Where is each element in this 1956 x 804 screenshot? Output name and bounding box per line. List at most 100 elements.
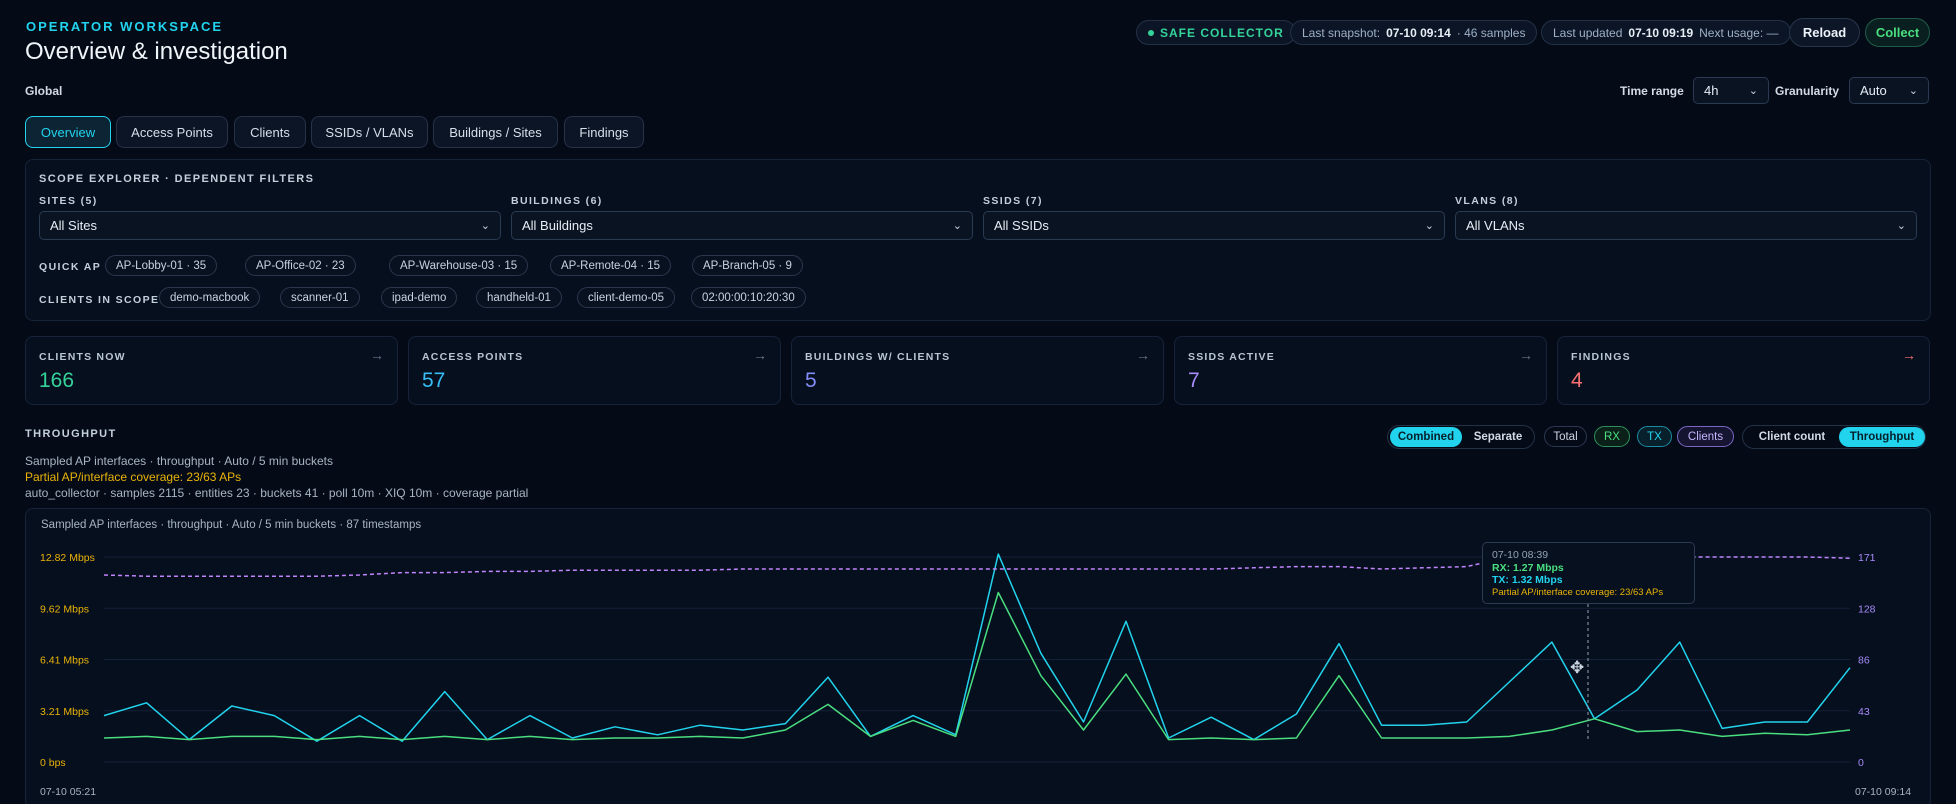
mode-combined-button[interactable]: Combined [1390, 427, 1462, 447]
last-updated-pill: Last updated 07-10 09:19 Next usage: — [1541, 20, 1791, 45]
client-chip[interactable]: 02:00:00:10:20:30 [691, 287, 806, 308]
kpi-value: 5 [805, 369, 817, 392]
client-chip[interactable]: client-demo-05 [577, 287, 676, 308]
client-chip[interactable]: handheld-01 [476, 287, 562, 308]
kpi-buildings-with-clients[interactable]: BUILDINGS W/ CLIENTS 5 → [791, 336, 1164, 405]
last-updated-label: Last updated [1553, 25, 1623, 40]
time-range-label: Time range [1620, 84, 1684, 98]
chevron-down-icon: ⌄ [1424, 220, 1434, 232]
tab-ssids-vlans[interactable]: SSIDs / VLANs [311, 116, 428, 148]
tab-access-points[interactable]: Access Points [116, 116, 228, 148]
kpi-label: FINDINGS [1571, 351, 1631, 363]
kpi-value: 166 [39, 369, 75, 392]
mode-toggle: Combined Separate [1387, 425, 1535, 449]
sites-filter-label: SITES (5) [39, 195, 98, 207]
granularity-label: Granularity [1775, 84, 1840, 98]
crosshair-cursor-icon: ✥ [1570, 658, 1585, 677]
workspace-eyebrow: OPERATOR WORKSPACE [26, 19, 224, 34]
legend-tx-chip[interactable]: TX [1637, 426, 1672, 447]
kpi-value: 7 [1188, 369, 1200, 392]
reload-button[interactable]: Reload [1789, 18, 1860, 47]
tab-buildings-sites[interactable]: Buildings / Sites [433, 116, 558, 148]
quick-ap-chip[interactable]: AP-Warehouse-03 · 15 [389, 255, 529, 276]
tooltip-tx: TX: 1.32 Mbps [1492, 574, 1563, 586]
chevron-down-icon: ⌄ [480, 220, 490, 232]
chevron-down-icon: ⌄ [1908, 85, 1918, 97]
kpi-value: 4 [1571, 369, 1583, 392]
vlans-select[interactable]: All VLANs ⌄ [1455, 211, 1917, 240]
granularity-value: Auto [1860, 83, 1887, 98]
quick-ap-chip[interactable]: AP-Remote-04 · 15 [550, 255, 672, 276]
vlans-select-value: All VLANs [1466, 218, 1525, 233]
last-updated-value: 07-10 09:19 [1628, 25, 1694, 40]
kpi-ssids-active[interactable]: SSIDS ACTIVE 7 → [1174, 336, 1547, 405]
arrow-right-icon: → [1519, 347, 1533, 363]
kpi-label: SSIDS ACTIVE [1188, 351, 1275, 363]
status-dot-icon [1148, 29, 1154, 36]
collector-badge-label: SAFE COLLECTOR [1160, 25, 1284, 40]
collect-button[interactable]: Collect [1865, 18, 1930, 47]
arrow-right-icon: → [1136, 347, 1150, 363]
coverage-warning: Partial AP/interface coverage: 23/63 APs [25, 470, 242, 484]
last-snapshot-samples: · 46 samples [1456, 25, 1526, 40]
tooltip-time: 07-10 08:39 [1492, 549, 1549, 561]
arrow-right-icon: → [370, 347, 384, 363]
sites-select-value: All Sites [50, 218, 97, 233]
buildings-select[interactable]: All Buildings ⌄ [511, 211, 973, 240]
last-snapshot-value: 07-10 09:14 [1386, 25, 1451, 40]
quick-ap-chips: AP-Lobby-01 · 35 AP-Office-02 · 23 AP-Wa… [105, 255, 905, 277]
legend-total-chip[interactable]: Total [1544, 426, 1587, 447]
mode-separate-button[interactable]: Separate [1473, 431, 1523, 443]
client-chip[interactable]: demo-macbook [159, 287, 261, 308]
ssids-select-value: All SSIDs [994, 218, 1049, 233]
x-axis-end-label: 07-10 09:14 [1855, 786, 1912, 798]
tab-clients[interactable]: Clients [234, 116, 306, 148]
chart-tooltip: 07-10 08:39 RX: 1.27 Mbps TX: 1.32 Mbps … [1482, 542, 1695, 604]
time-range-value: 4h [1704, 83, 1719, 98]
collector-meta: auto_collector · samples 2115 · entities… [25, 486, 529, 500]
metric-client-count-button[interactable]: Client count [1758, 431, 1826, 443]
arrow-right-icon: → [1902, 347, 1916, 363]
arrow-right-icon: → [753, 347, 767, 363]
kpi-label: CLIENTS NOW [39, 351, 126, 363]
quick-ap-chip[interactable]: AP-Lobby-01 · 35 [105, 255, 218, 276]
quick-ap-chip[interactable]: AP-Branch-05 · 9 [692, 255, 803, 276]
tooltip-rx: RX: 1.27 Mbps [1492, 562, 1564, 574]
next-usage-text: Next usage: — [1699, 25, 1779, 40]
legend-clients-chip[interactable]: Clients [1677, 426, 1734, 447]
ssids-select[interactable]: All SSIDs ⌄ [983, 211, 1445, 240]
kpi-findings[interactable]: FINDINGS 4 → [1557, 336, 1930, 405]
page-title: Overview & investigation [25, 38, 288, 65]
safe-collector-badge: SAFE COLLECTOR [1136, 20, 1296, 45]
throughput-meta: Sampled AP interfaces · throughput · Aut… [25, 454, 333, 468]
chart-caption: Sampled AP interfaces · throughput · Aut… [41, 519, 422, 531]
tooltip-coverage: Partial AP/interface coverage: 23/63 APs [1492, 587, 1664, 598]
chevron-down-icon: ⌄ [952, 220, 962, 232]
buildings-select-value: All Buildings [522, 218, 593, 233]
scope-explorer-title: SCOPE EXPLORER · DEPENDENT FILTERS [39, 173, 315, 185]
sites-select[interactable]: All Sites ⌄ [39, 211, 501, 240]
chevron-down-icon: ⌄ [1748, 85, 1758, 97]
legend-rx-chip[interactable]: RX [1594, 426, 1630, 447]
metric-toggle: Client count Throughput [1742, 425, 1926, 449]
ssids-filter-label: SSIDS (7) [983, 195, 1043, 207]
throughput-title: THROUGHPUT [25, 428, 117, 440]
buildings-filter-label: BUILDINGS (6) [511, 195, 603, 207]
tab-findings[interactable]: Findings [564, 116, 644, 148]
time-range-select[interactable]: 4h ⌄ [1693, 77, 1769, 104]
scope-label: Global [25, 84, 63, 98]
quick-ap-chip[interactable]: AP-Office-02 · 23 [245, 255, 356, 276]
metric-throughput-button[interactable]: Throughput [1839, 427, 1925, 447]
client-chips: demo-macbook scanner-01 ipad-demo handhe… [159, 287, 959, 309]
granularity-select[interactable]: Auto ⌄ [1849, 77, 1929, 104]
kpi-clients-now[interactable]: CLIENTS NOW 166 → [25, 336, 398, 405]
kpi-label: ACCESS POINTS [422, 351, 524, 363]
x-axis-start-label: 07-10 05:21 [40, 786, 97, 798]
chevron-down-icon: ⌄ [1896, 220, 1906, 232]
kpi-value: 57 [422, 369, 446, 392]
scope-explorer-panel: SCOPE EXPLORER · DEPENDENT FILTERS SITES… [25, 159, 1931, 321]
tab-overview[interactable]: Overview [25, 116, 111, 148]
client-chip[interactable]: scanner-01 [280, 287, 360, 308]
kpi-access-points[interactable]: ACCESS POINTS 57 → [408, 336, 781, 405]
client-chip[interactable]: ipad-demo [381, 287, 458, 308]
